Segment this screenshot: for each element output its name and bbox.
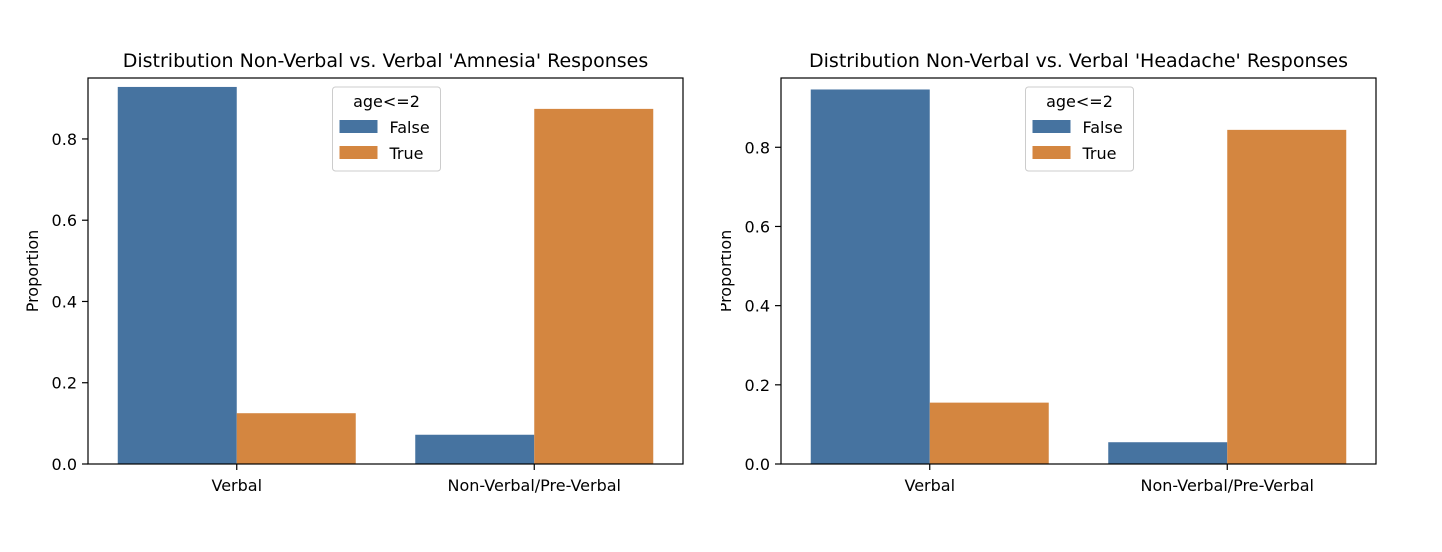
legend-swatch-false: [1032, 120, 1071, 133]
legend-title: age<=2: [1046, 92, 1113, 111]
y-tick-label: 0.4: [745, 297, 770, 316]
legend-title: age<=2: [353, 92, 420, 111]
y-tick-label: 0.6: [745, 217, 770, 236]
chart-title: Distribution Non-Verbal vs. Verbal 'Head…: [809, 50, 1348, 72]
legend-swatch-false: [339, 120, 378, 133]
legend-label-false: False: [1083, 118, 1123, 137]
y-tick-label: 0.8: [745, 138, 770, 157]
y-tick-label: 0.4: [52, 292, 77, 311]
y-tick-label: 0.6: [52, 211, 77, 230]
legend-label-true: True: [1082, 144, 1117, 163]
legend-label-false: False: [390, 118, 430, 137]
bar-true-1: [1227, 129, 1347, 465]
bar-false-1: [415, 434, 535, 464]
bar-true-1: [534, 108, 654, 464]
bar-true-0: [929, 402, 1049, 464]
x-tick-label: Non-Verbal/Pre-Verbal: [1141, 476, 1314, 495]
chart-amnesia: Distribution Non-Verbal vs. Verbal 'Amne…: [23, 50, 684, 495]
y-tick-label: 0.0: [745, 455, 770, 474]
legend-swatch-true: [1032, 146, 1071, 159]
bar-false-1: [1108, 442, 1228, 464]
bar-false-0: [117, 86, 237, 464]
chart-title: Distribution Non-Verbal vs. Verbal 'Amne…: [123, 50, 649, 72]
legend: age<=2 False True: [1025, 86, 1134, 172]
plot-frame: [780, 77, 1377, 465]
bar-true-0: [236, 413, 356, 464]
plot-frame: [87, 77, 684, 465]
x-tick-label: Verbal: [211, 476, 262, 495]
x-tick-label: Verbal: [904, 476, 955, 495]
y-tick-label: 0.0: [52, 455, 77, 474]
x-tick-label: Non-Verbal/Pre-Verbal: [448, 476, 621, 495]
y-axis-label: Proportion: [23, 230, 42, 313]
legend-label-true: True: [389, 144, 424, 163]
y-tick-label: 0.8: [52, 130, 77, 149]
chart-headache: Distribution Non-Verbal vs. Verbal 'Head…: [721, 50, 1377, 495]
y-tick-label: 0.2: [745, 376, 770, 395]
legend: age<=2 False True: [332, 86, 441, 172]
y-tick-label: 0.2: [52, 374, 77, 393]
legend-swatch-true: [339, 146, 378, 159]
bar-false-0: [810, 89, 930, 465]
y-axis-label: Proportion: [721, 230, 735, 313]
